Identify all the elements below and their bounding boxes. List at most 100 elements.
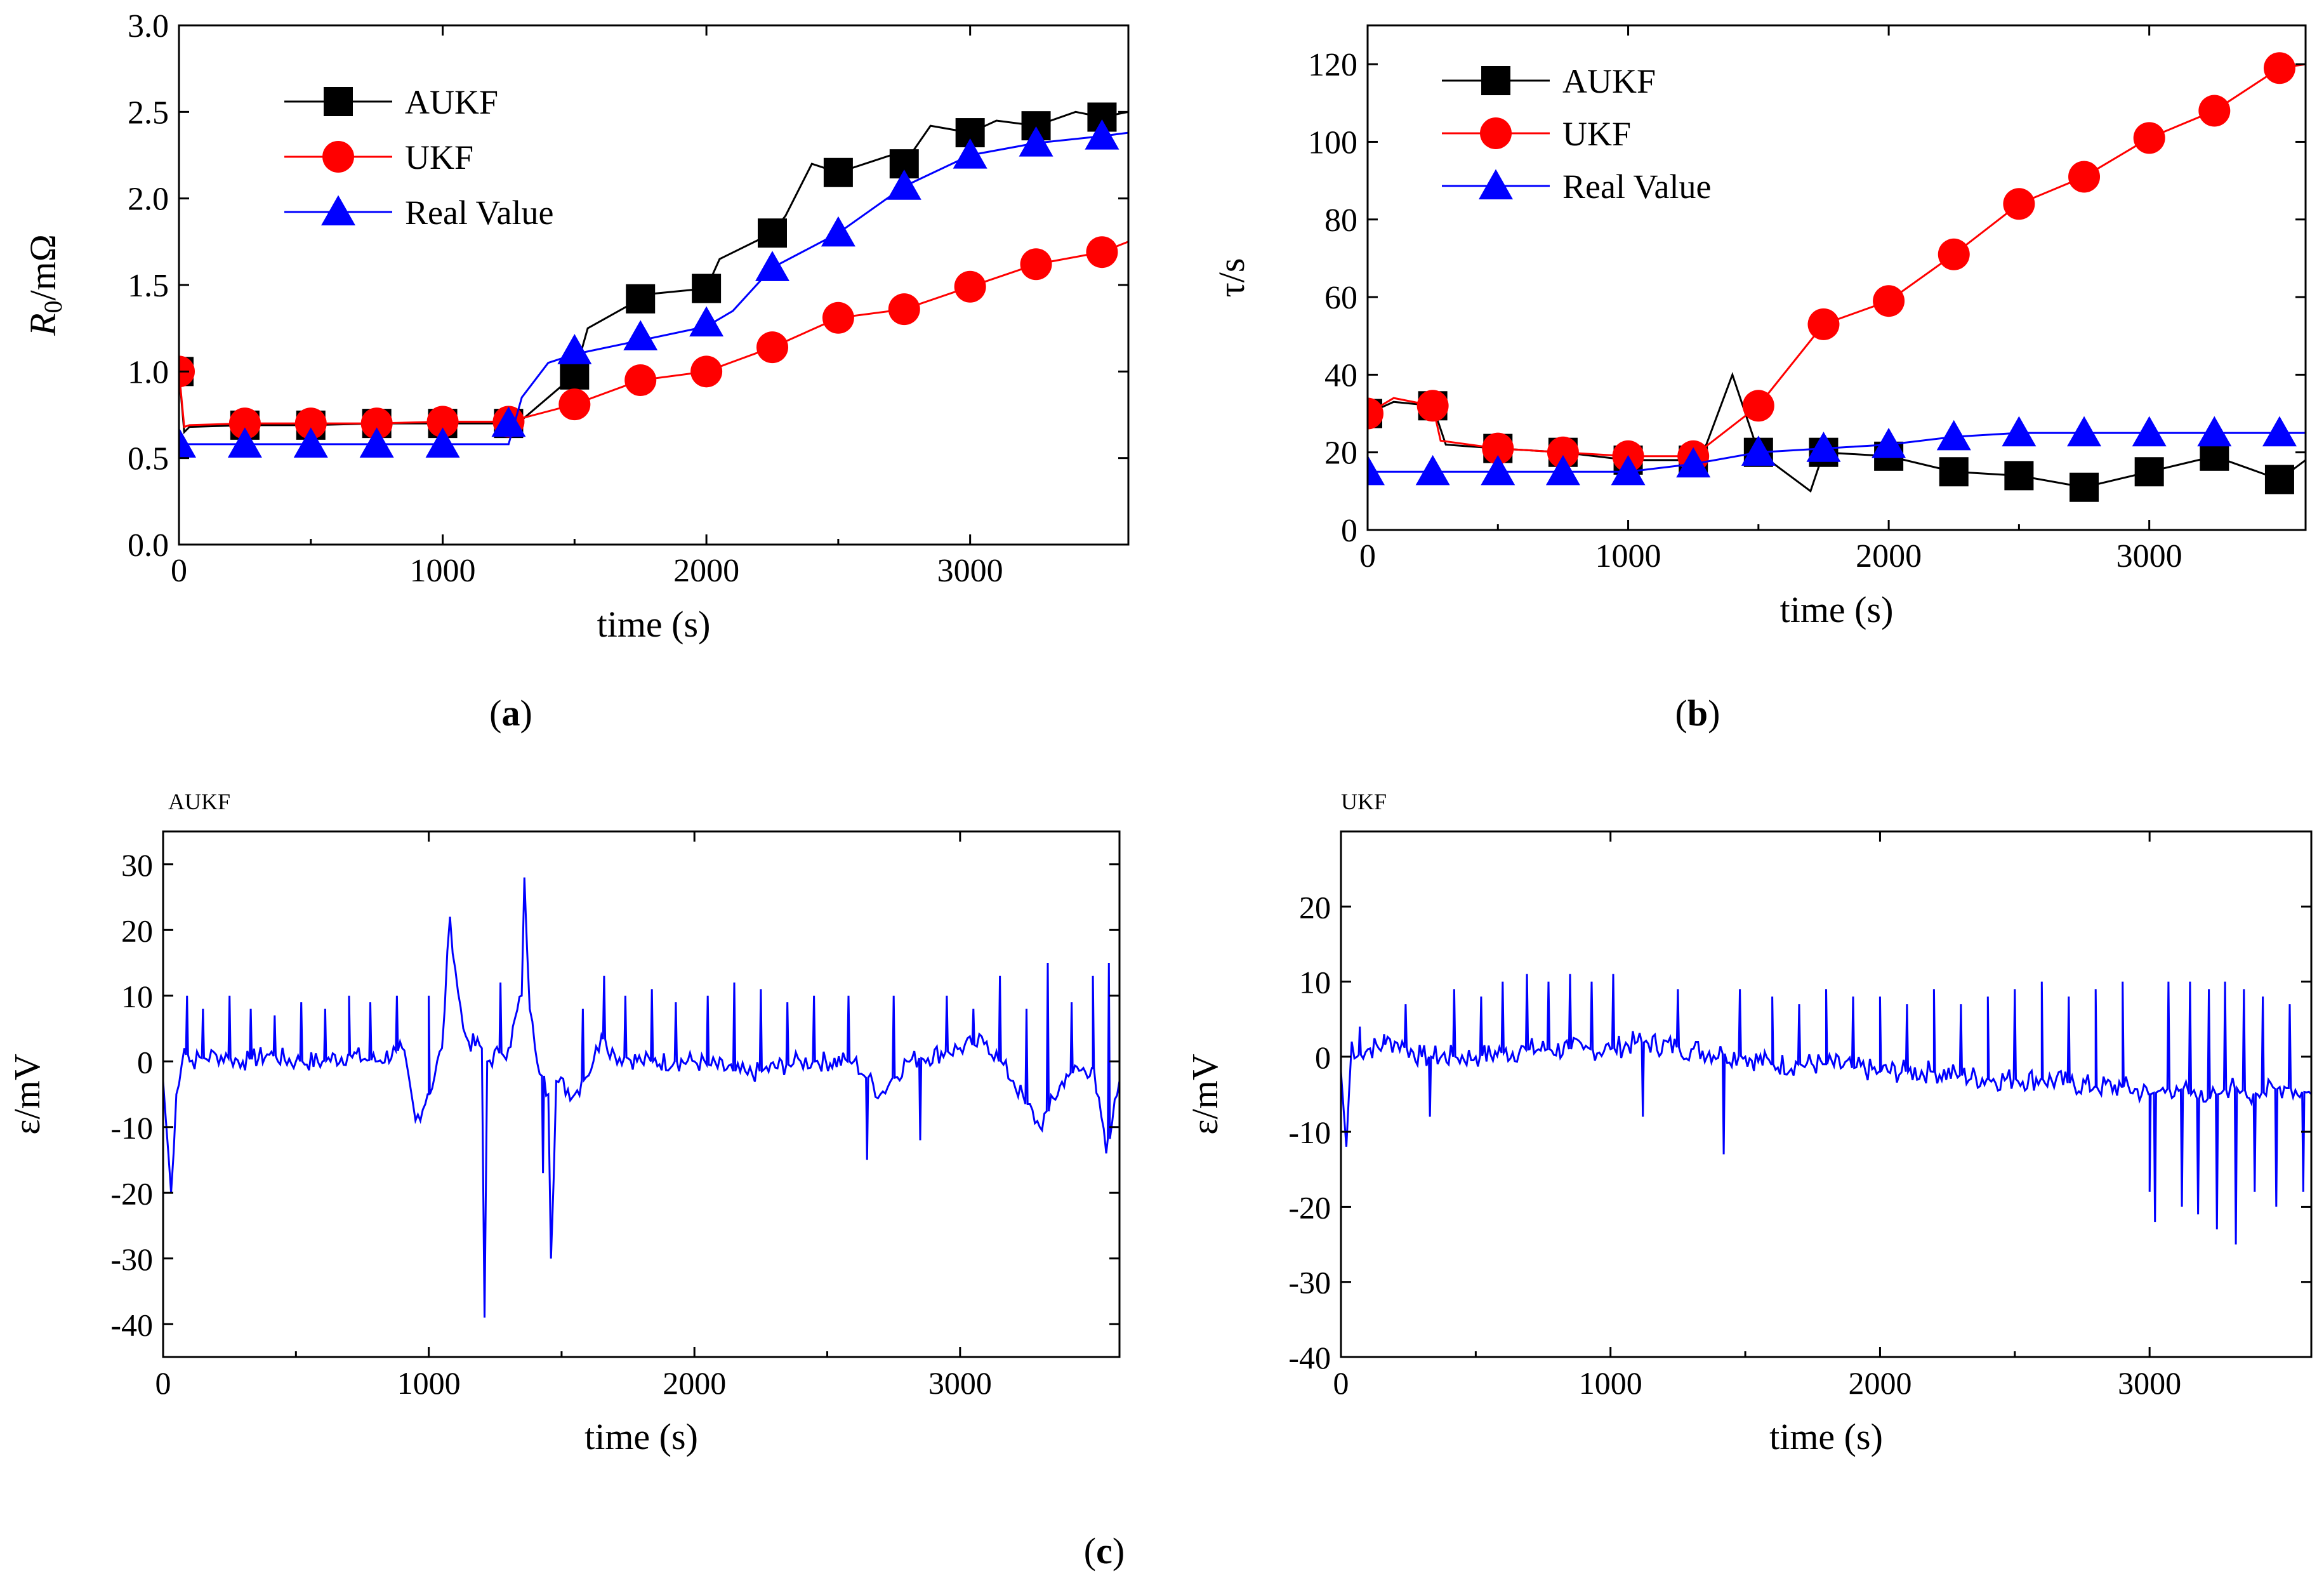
data-point — [624, 364, 657, 396]
data-point — [954, 270, 986, 303]
plot-area — [1368, 52, 2306, 502]
x-tick-label: 1000 — [397, 1365, 461, 1401]
data-point — [2003, 188, 2035, 220]
data-point — [359, 427, 394, 458]
legend-label: Real Value — [1562, 168, 1711, 206]
data-point — [2134, 457, 2164, 487]
x-axis-label: time (s) — [1769, 1416, 1883, 1457]
data-point — [1019, 126, 1053, 157]
data-point — [1481, 454, 1515, 486]
legend-marker — [322, 141, 354, 173]
y-tick-label: 80 — [1324, 202, 1357, 239]
legend-label: AUKF — [405, 83, 498, 121]
data-point — [1368, 454, 1385, 486]
x-tick-label: 3000 — [2116, 538, 2182, 574]
data-point — [1938, 238, 1970, 270]
caption-a-label: a — [501, 692, 520, 734]
data-point — [2200, 441, 2229, 471]
y-tick-label: -40 — [1288, 1340, 1331, 1375]
y-axis-label: ε/mV — [1184, 1054, 1225, 1135]
x-axis-label: time (s) — [584, 1416, 698, 1457]
data-point — [1806, 432, 1841, 462]
data-point — [692, 274, 722, 303]
x-tick-label: 1000 — [1579, 1365, 1642, 1401]
x-tick-label: 1000 — [1595, 538, 1661, 574]
legend: AUKF UKF Real Value — [284, 83, 553, 232]
data-point — [2198, 95, 2231, 127]
data-point — [1020, 248, 1052, 281]
caption-c-label: c — [1096, 1530, 1112, 1572]
y-axis-label-unit: /mΩ — [22, 234, 63, 300]
x-tick-label: 2000 — [673, 553, 739, 589]
x-tick-label: 0 — [155, 1365, 171, 1401]
data-point — [887, 169, 921, 200]
y-tick-label: 1.0 — [128, 354, 169, 390]
data-point — [558, 388, 591, 421]
x-axis-label: time (s) — [597, 604, 711, 645]
data-point — [2263, 52, 2295, 84]
y-tick-label: 0.5 — [128, 441, 169, 477]
plot-area — [179, 102, 1128, 458]
legend: AUKF UKF Real Value — [1442, 62, 1711, 206]
data-point — [228, 407, 261, 440]
data-point — [2132, 416, 2167, 447]
series-aukf — [163, 877, 1119, 1318]
legend-marker — [1479, 169, 1513, 200]
chart-c-aukf: 0 1000 2000 3000 30 20 10 0 -10 -20 -30 -40 time (s)… — [6, 789, 1121, 1457]
data-point — [560, 360, 590, 390]
data-point — [821, 216, 855, 247]
y-axis-label: ε/mV — [6, 1054, 48, 1135]
series-line — [1341, 974, 2311, 1245]
y-tick-label: -30 — [1288, 1265, 1331, 1300]
data-point — [179, 427, 196, 458]
y-tick-label: -10 — [110, 1110, 153, 1146]
data-point — [294, 407, 327, 440]
series-line — [1368, 432, 2306, 473]
x-tick-label: 3000 — [937, 553, 1003, 589]
chart-b: 0 1000 2000 3000 0 20 40 60 80 100 120 time (s) τ/s A… — [1211, 24, 2307, 630]
data-point — [2067, 416, 2102, 447]
data-point — [1936, 420, 1971, 451]
data-point — [2070, 472, 2099, 502]
legend-label: Real Value — [405, 194, 553, 232]
data-point — [426, 406, 459, 438]
data-point — [1545, 454, 1580, 486]
data-point — [2264, 465, 2294, 494]
data-point — [227, 427, 262, 458]
x-axis-label: time (s) — [1780, 589, 1894, 630]
x-tick-label: 2000 — [1848, 1365, 1911, 1401]
data-point — [1939, 457, 1969, 487]
data-point — [2197, 416, 2232, 447]
legend-label: AUKF — [1562, 62, 1656, 100]
y-tick-label: 3.0 — [128, 8, 169, 44]
caption-c: (c) — [1083, 1530, 1125, 1572]
plot-frame — [162, 830, 1121, 1358]
data-point — [1611, 454, 1646, 486]
y-tick-label: -20 — [1288, 1189, 1331, 1225]
series-ukf — [1341, 974, 2311, 1245]
y-tick-label: 100 — [1308, 124, 1357, 161]
data-point — [689, 306, 724, 337]
caption-b: (b) — [1675, 692, 1720, 734]
series-real-value — [1368, 416, 2306, 486]
data-point — [756, 331, 788, 364]
data-point — [1741, 435, 1776, 466]
y-tick-label: 20 — [1324, 435, 1357, 472]
data-point — [690, 355, 723, 388]
plot-frame — [1366, 24, 2307, 531]
data-point — [822, 301, 854, 334]
y-tick-label: 10 — [1299, 965, 1331, 1000]
caption-a: (a) — [489, 692, 532, 734]
x-tick-label: 3000 — [2118, 1365, 2181, 1401]
y-tick-label: 120 — [1308, 47, 1357, 83]
data-point — [823, 157, 853, 187]
x-tick-label: 2000 — [1856, 538, 1922, 574]
data-point — [953, 138, 987, 169]
data-point — [1676, 447, 1711, 478]
legend-marker — [1480, 117, 1512, 149]
data-point — [2004, 461, 2034, 491]
y-tick-label: 0 — [1341, 513, 1357, 549]
data-point — [2262, 416, 2297, 447]
legend-label: UKF — [1562, 115, 1631, 153]
